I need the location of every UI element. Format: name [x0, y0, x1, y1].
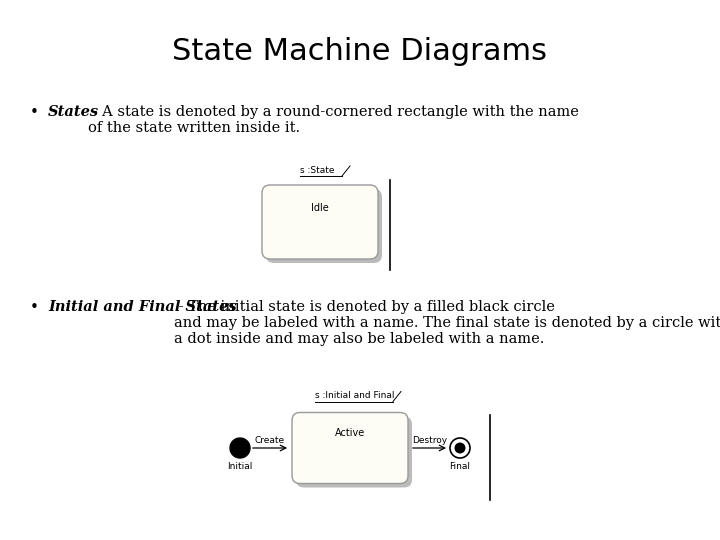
- Text: Idle: Idle: [311, 203, 329, 213]
- Text: States: States: [48, 105, 99, 119]
- Text: Create: Create: [255, 436, 285, 445]
- Text: Final: Final: [449, 462, 470, 471]
- Text: s :State: s :State: [300, 166, 335, 175]
- FancyBboxPatch shape: [296, 416, 412, 488]
- Text: State Machine Diagrams: State Machine Diagrams: [173, 37, 547, 66]
- Text: Destroy: Destroy: [412, 436, 447, 445]
- Circle shape: [230, 438, 250, 458]
- FancyBboxPatch shape: [292, 413, 408, 483]
- Text: Initial and Final States: Initial and Final States: [48, 300, 237, 314]
- Circle shape: [450, 438, 470, 458]
- Text: - A state is denoted by a round-cornered rectangle with the name
of the state wr: - A state is denoted by a round-cornered…: [88, 105, 579, 135]
- Text: Initial: Initial: [228, 462, 253, 471]
- FancyBboxPatch shape: [266, 189, 382, 263]
- FancyBboxPatch shape: [262, 185, 378, 259]
- Text: - The initial state is denoted by a filled black circle
and may be labeled with : - The initial state is denoted by a fill…: [174, 300, 720, 346]
- Text: •: •: [30, 300, 39, 315]
- Text: Active: Active: [335, 429, 365, 438]
- Circle shape: [454, 442, 466, 454]
- Text: •: •: [30, 105, 39, 120]
- Text: s :Initial and Final: s :Initial and Final: [315, 392, 395, 401]
